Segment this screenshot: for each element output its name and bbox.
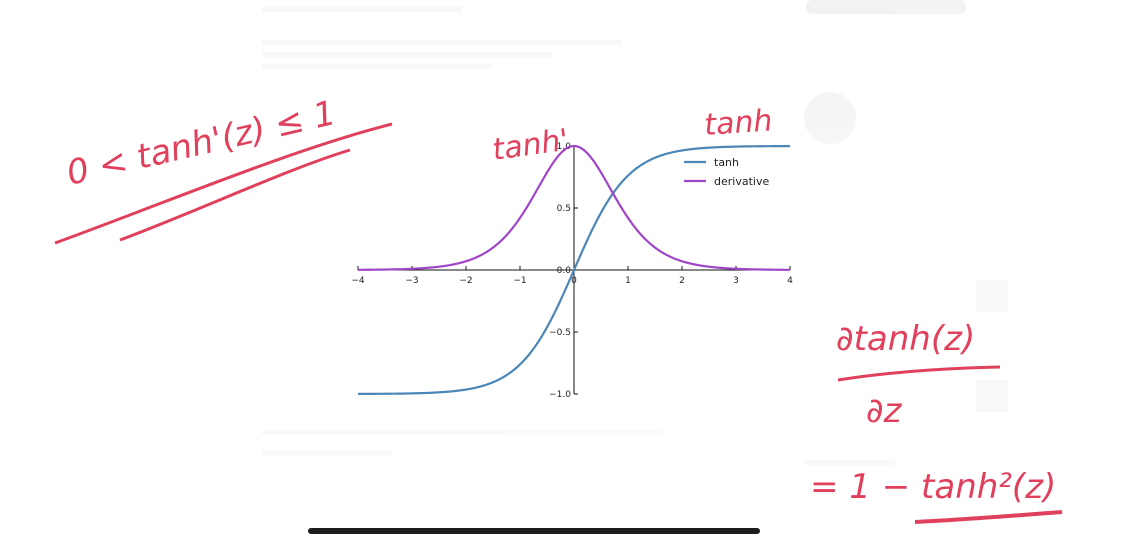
x-tick-label: −4 [351,276,365,286]
annotation-bound-underline-2 [119,148,351,242]
series-line-derivative [357,144,791,271]
x-tick-label: 1 [625,276,631,286]
series-lines [357,144,791,396]
x-tick-label: 4 [787,276,793,286]
annotation-tanh-label: tanh [703,103,773,143]
legend-label-tanh: tanh [714,156,739,169]
annotation-fraction-bar [837,365,1001,382]
x-tick-label: 0 [571,276,577,286]
legend: tanh derivative [684,156,769,188]
x-tick-label: 3 [733,276,739,286]
y-tick-label: 0.0 [557,266,572,276]
x-tick-label: −1 [513,276,526,286]
x-tick-label: 2 [679,276,685,286]
annotation-bound: 0 < tanh'(z) ≤ 1 [63,93,339,194]
annotation-identity-underline [914,510,1063,524]
y-tick-label: 0.5 [557,204,571,214]
series-line-tanh [357,144,791,396]
y-tick-label: −0.5 [549,328,571,338]
annotation-identity: = 1 − tanh²(z) [810,467,1056,507]
x-tick-label: −2 [459,276,472,286]
legend-label-derivative: derivative [714,175,769,188]
horizontal-scrollbar[interactable] [308,528,760,534]
x-tick-label: −3 [405,276,418,286]
annotation-bound-underline [54,122,393,245]
annotation-derivative-label: tanh' [490,123,571,168]
annotation-partial-denominator: ∂z [866,391,903,431]
handwritten-annotations: 0 < tanh'(z) ≤ 1 tanh' tanh ∂tanh(z) ∂z … [54,93,1063,524]
y-tick-label: −1.0 [549,390,571,400]
y-ticks: −1.0 −0.5 0.0 0.5 1.0 [549,142,578,400]
y-tick-label: 1.0 [557,142,572,152]
x-ticks: −4 −3 −2 −1 0 1 2 3 4 [351,266,793,286]
annotation-partial-numerator: ∂tanh(z) [836,319,975,359]
